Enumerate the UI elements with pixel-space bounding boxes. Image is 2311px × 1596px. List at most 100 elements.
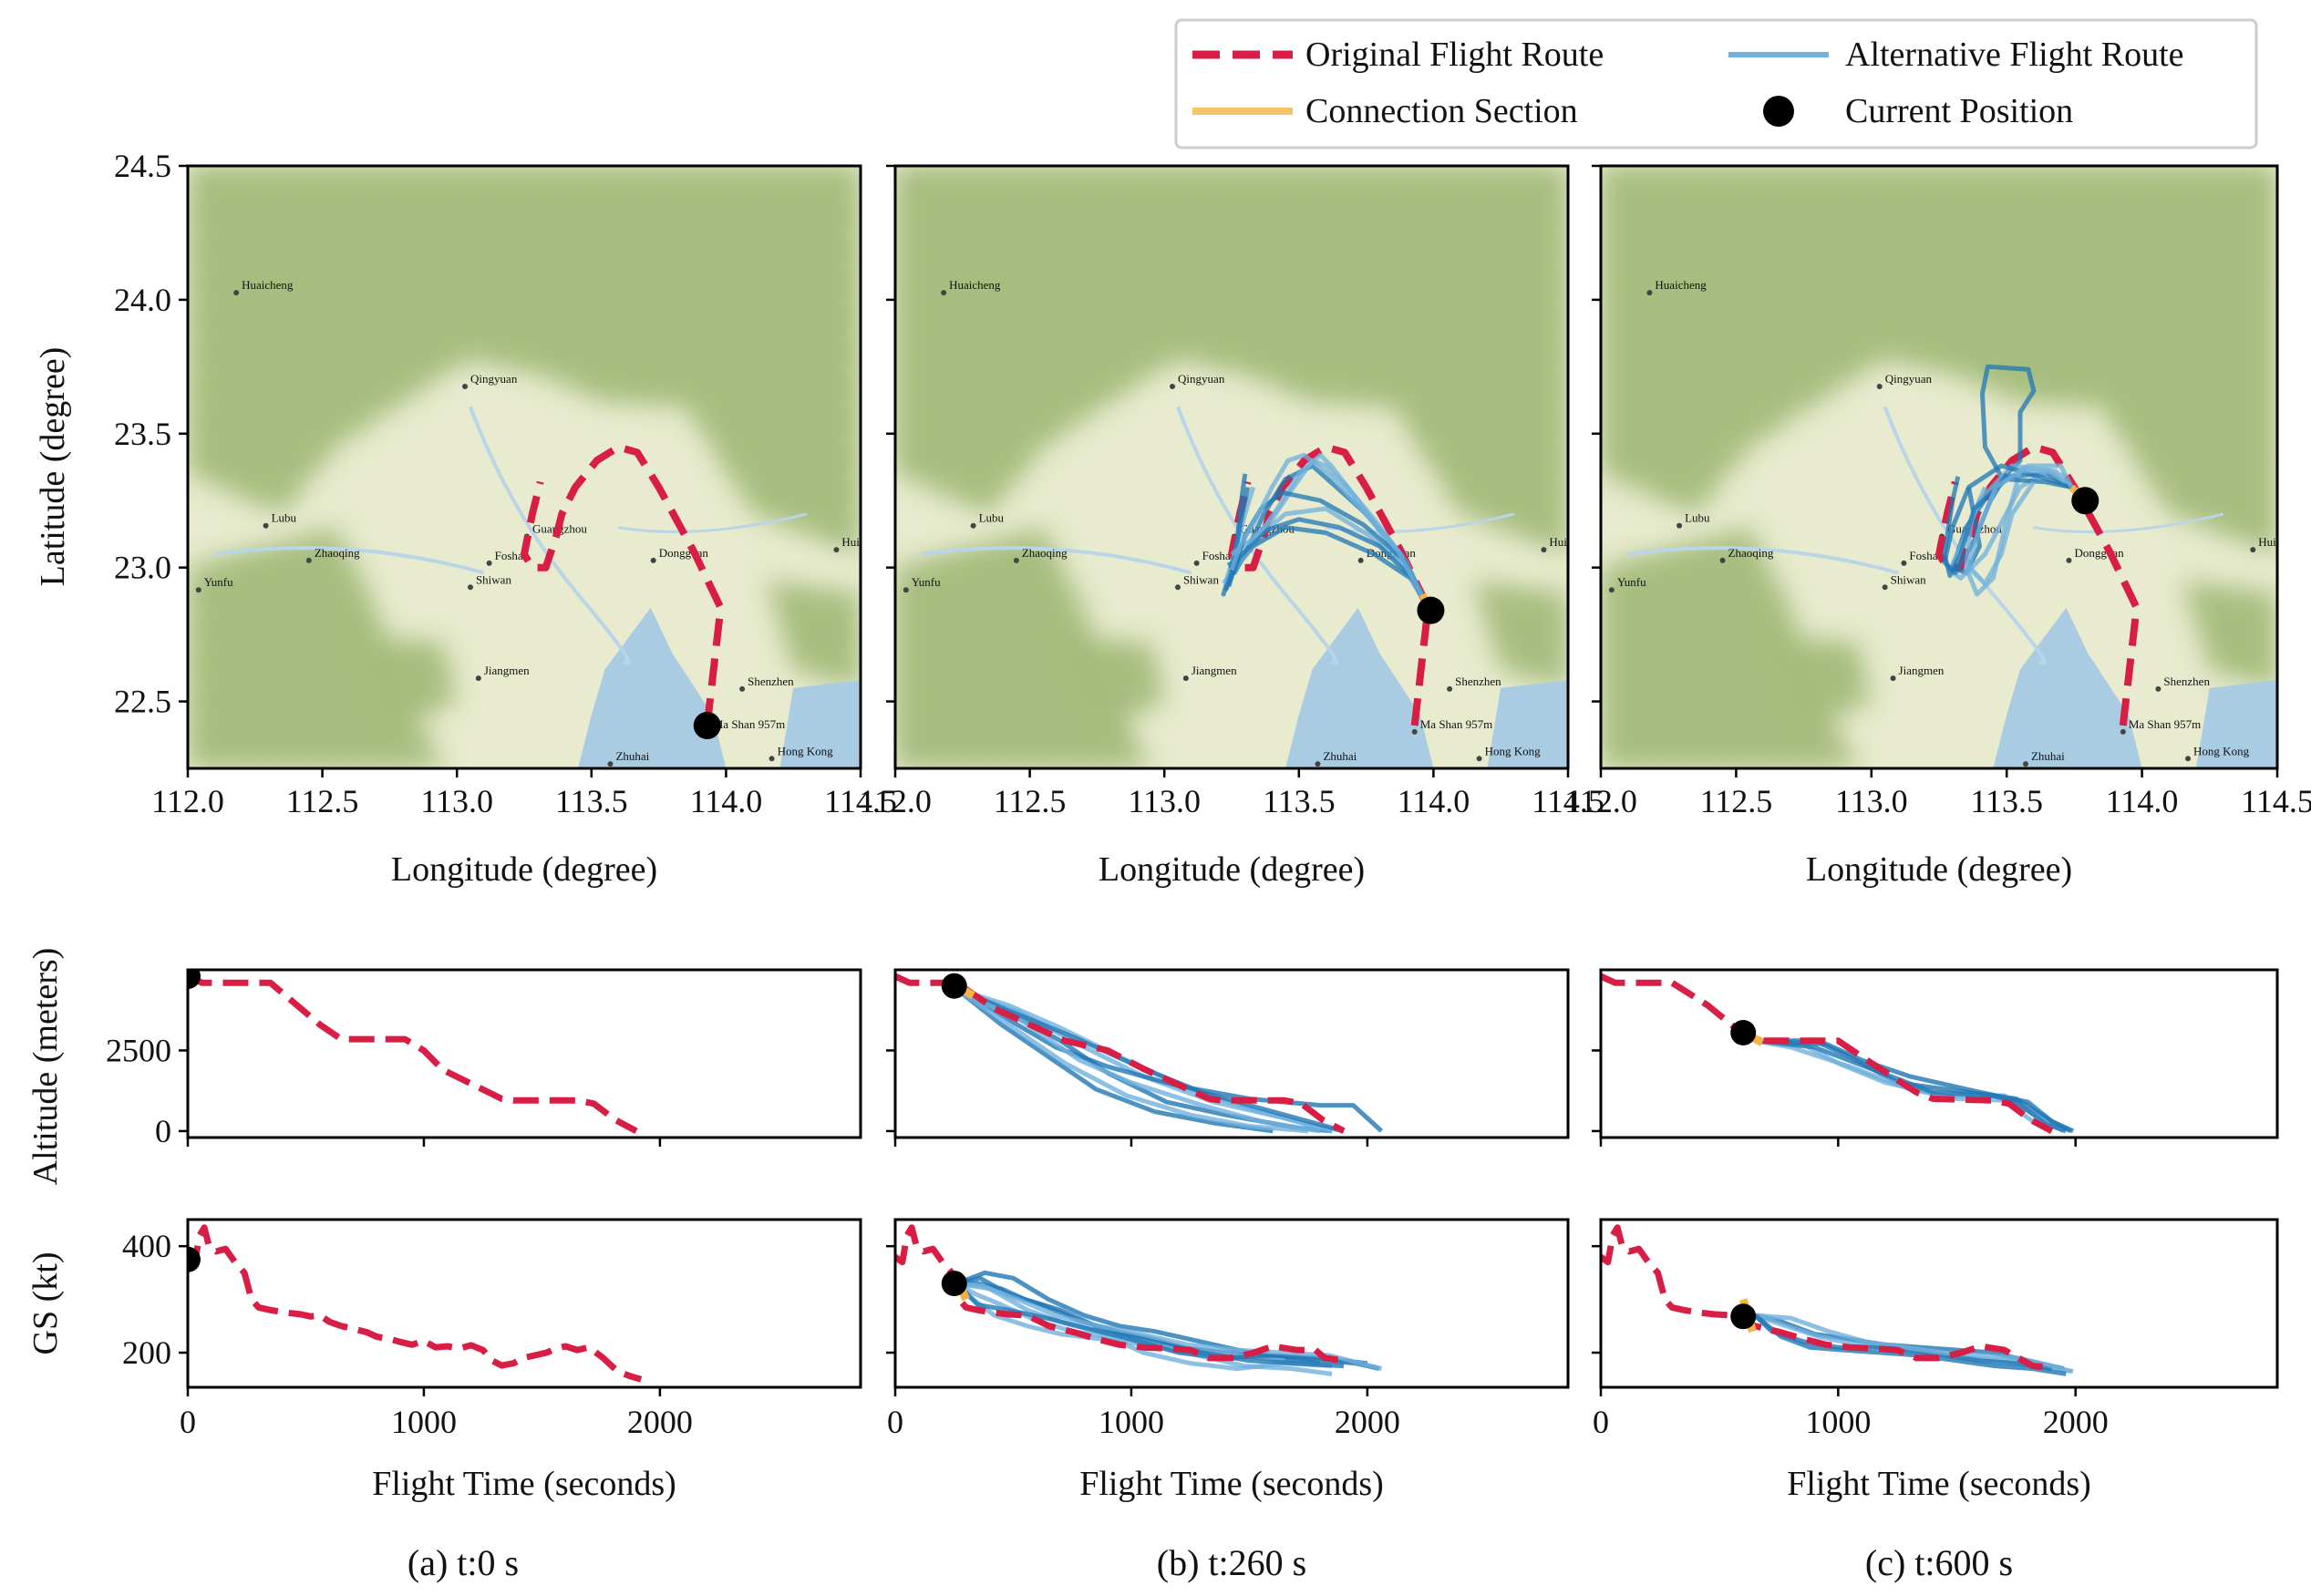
x-tick-label: 112.5 — [1700, 783, 1773, 819]
city-label: Jiangmen — [1192, 664, 1237, 677]
city-dot — [941, 290, 947, 296]
legend-label-current-position: Current Position — [1845, 92, 2073, 130]
map-basemap-c: HuaichengQingyuanLubuZhaoqingYunfuGuangz… — [1601, 166, 2299, 768]
current-position-marker — [693, 711, 721, 739]
city-label: Huizhou — [841, 535, 882, 549]
x-tick-label: 0 — [180, 1404, 196, 1440]
x-tick-label: 0 — [1593, 1404, 1609, 1440]
altitude-panel-a: 0 2500 — [106, 968, 862, 1149]
city-label: Shenzhen — [2163, 674, 2210, 688]
legend-swatch-current-position — [1763, 96, 1794, 127]
city-label: Hong Kong — [1485, 744, 1542, 757]
current-position-marker — [2071, 487, 2100, 515]
city-dot — [1182, 675, 1189, 682]
city-label: Qingyuan — [470, 372, 518, 386]
basemap-terrain-b — [895, 166, 1568, 768]
y-tick-label: 23.0 — [114, 550, 171, 586]
city-label: Zhuhai — [615, 749, 649, 763]
y-tick-label: 24.0 — [114, 282, 171, 318]
city-dot — [607, 761, 614, 767]
city-dot — [1174, 584, 1181, 591]
x-tick-label: 113.5 — [555, 783, 628, 819]
original-route-line — [1601, 973, 2054, 1134]
city-label: Lubu — [1685, 511, 1710, 525]
x-tick-label: 114.5 — [1532, 783, 1604, 819]
original-route-line — [521, 443, 725, 726]
x-tick-label: 114.0 — [2106, 783, 2179, 819]
city-label: Huizhou — [2258, 535, 2299, 549]
city-label: Shiwan — [476, 572, 512, 586]
alternative-route-line — [1966, 463, 2074, 586]
gs-panel-a: 200 400 0 1000 2000 — [122, 1218, 862, 1440]
x-tick-label: 114.0 — [690, 783, 763, 819]
city-label: Qingyuan — [1178, 372, 1225, 386]
city-label: Yunfu — [204, 575, 233, 589]
city-dot — [903, 587, 909, 593]
city-dot — [1608, 587, 1615, 593]
x-tick-label: 113.0 — [1835, 783, 1908, 819]
city-label: Huizhou — [1549, 535, 1590, 549]
city-dot — [1876, 383, 1883, 389]
alternative-route-line — [956, 1281, 1383, 1372]
y-tick-label: 2500 — [106, 1032, 171, 1068]
x-tick-label: 114.5 — [824, 783, 897, 819]
city-dot — [739, 685, 746, 692]
map-frame-a — [186, 164, 862, 770]
city-label: Ma Shan 957m — [2129, 717, 2201, 731]
x-tick-label: 113.0 — [420, 783, 493, 819]
alternative-route-line — [1754, 1038, 2068, 1134]
map-frame-b — [893, 164, 1570, 770]
city-dot — [1677, 522, 1683, 529]
city-label: Hong Kong — [778, 744, 834, 757]
original-route-line — [895, 1224, 1345, 1364]
city-dot — [833, 547, 840, 553]
original-route-line — [1601, 1224, 2053, 1371]
current-position-marker — [1730, 1303, 1757, 1330]
city-dot — [1411, 728, 1418, 735]
map-xlabel-b: Longitude (degree) — [1099, 850, 1365, 889]
city-dot — [1315, 761, 1321, 767]
y-tick-label: 200 — [122, 1334, 171, 1371]
map-xlabel-c: Longitude (degree) — [1806, 850, 2072, 889]
x-tick-label: 112.0 — [859, 783, 932, 819]
city-label: Lubu — [272, 511, 297, 525]
current-position-marker — [188, 970, 201, 990]
city-label: Huaicheng — [1655, 278, 1707, 292]
city-label: Shenzhen — [748, 674, 794, 688]
city-label: Hong Kong — [2193, 744, 2250, 757]
city-dot — [195, 587, 201, 593]
altitude-panel-b — [886, 968, 1570, 1147]
city-dot — [2120, 728, 2126, 735]
city-label: Ma Shan 957m — [1420, 717, 1492, 731]
map-panel-b: HuaichengQingyuanLubuZhaoqingYunfuGuangz… — [859, 164, 1604, 819]
city-label: Yunfu — [1617, 575, 1646, 589]
x-tick-label: 112.5 — [994, 783, 1067, 819]
y-tick-label: 24.5 — [114, 148, 171, 184]
city-dot — [1170, 383, 1176, 389]
caption-a: (a) t:0 s — [408, 1542, 519, 1583]
map-basemap-b: HuaichengQingyuanLubuZhaoqingYunfuGuangz… — [895, 166, 1590, 768]
city-label: Huaicheng — [242, 278, 294, 292]
gs-panel-b: 0 1000 2000 — [886, 1218, 1570, 1440]
x-tick-label: 114.5 — [2241, 783, 2311, 819]
altitude-frame-c — [1599, 968, 2279, 1139]
x-tick-label: 113.5 — [1970, 783, 2043, 819]
city-dot — [1447, 685, 1453, 692]
city-label: Yunfu — [912, 575, 941, 589]
city-dot — [1646, 290, 1653, 296]
city-dot — [1719, 557, 1726, 563]
x-tick-label: 2000 — [1335, 1404, 1400, 1440]
city-dot — [1882, 584, 1888, 591]
basemap-terrain-a — [188, 166, 861, 768]
city-dot — [769, 756, 775, 762]
x-tick-label: 1000 — [1099, 1404, 1164, 1440]
basemap-terrain-c — [1601, 166, 2277, 768]
gs-xlabel-a: Flight Time (seconds) — [372, 1465, 676, 1503]
city-label: Zhuhai — [1323, 749, 1357, 763]
city-label: Jiangmen — [484, 664, 530, 677]
city-label: Shiwan — [1183, 572, 1220, 586]
x-tick-label: 112.0 — [151, 783, 224, 819]
current-position-marker — [1417, 596, 1445, 624]
alternative-route-line — [954, 987, 1309, 1134]
